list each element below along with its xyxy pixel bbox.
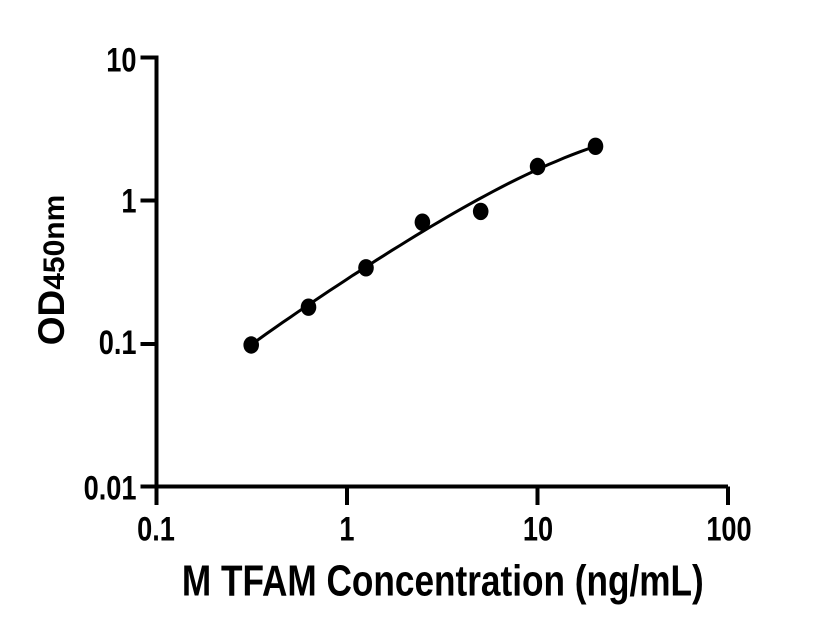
- svg-text:10: 10: [106, 41, 136, 80]
- svg-text:1: 1: [121, 182, 136, 221]
- svg-text:0.01: 0.01: [84, 469, 137, 508]
- svg-text:M TFAM Concentration (ng/mL): M TFAM Concentration (ng/mL): [182, 557, 704, 606]
- svg-text:0.1: 0.1: [99, 323, 137, 362]
- svg-text:0.1: 0.1: [137, 510, 175, 549]
- svg-text:10: 10: [523, 510, 553, 549]
- svg-text:OD450nm: OD450nm: [31, 195, 72, 346]
- svg-text:100: 100: [706, 510, 751, 549]
- svg-text:1: 1: [339, 510, 354, 549]
